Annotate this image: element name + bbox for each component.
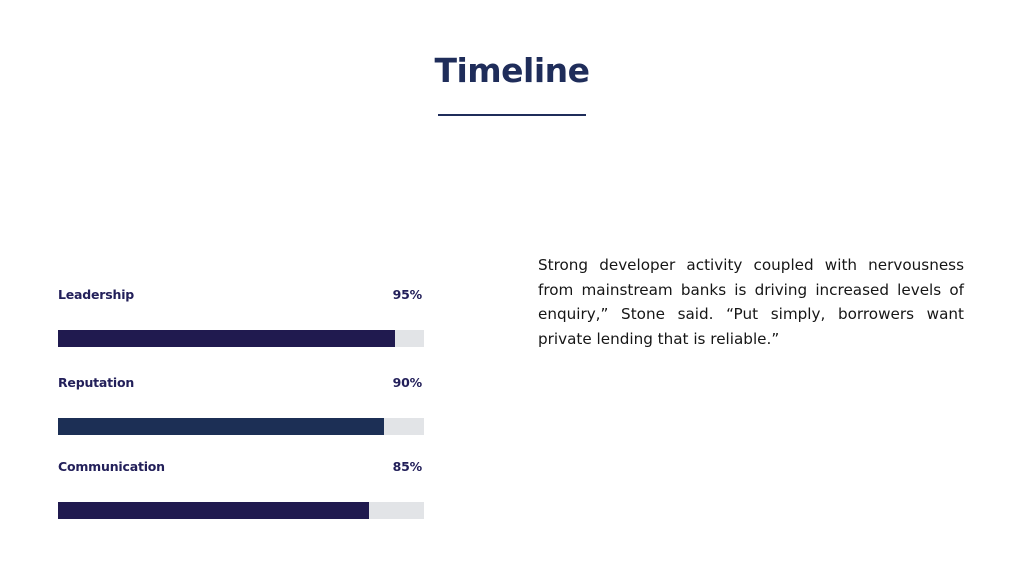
title-underline <box>438 114 586 116</box>
quote-paragraph: Strong developer activity coupled with n… <box>538 256 964 348</box>
skill-label: Leadership <box>58 287 135 302</box>
progress-track <box>58 330 424 347</box>
progress-track <box>58 418 424 435</box>
progress-fill <box>58 502 370 519</box>
skill-percent: 85% <box>392 459 423 474</box>
skill-label: Reputation <box>58 375 135 390</box>
progress-fill <box>58 418 384 435</box>
progress-fill <box>58 330 395 347</box>
skill-percent: 90% <box>392 375 423 390</box>
skills-list: Leadership 95% Reputation 90% Communicat… <box>58 0 424 576</box>
skill-percent: 95% <box>392 287 423 302</box>
slide-title: Timeline <box>434 51 590 90</box>
skill-label: Communication <box>58 459 165 474</box>
progress-track <box>58 502 424 519</box>
